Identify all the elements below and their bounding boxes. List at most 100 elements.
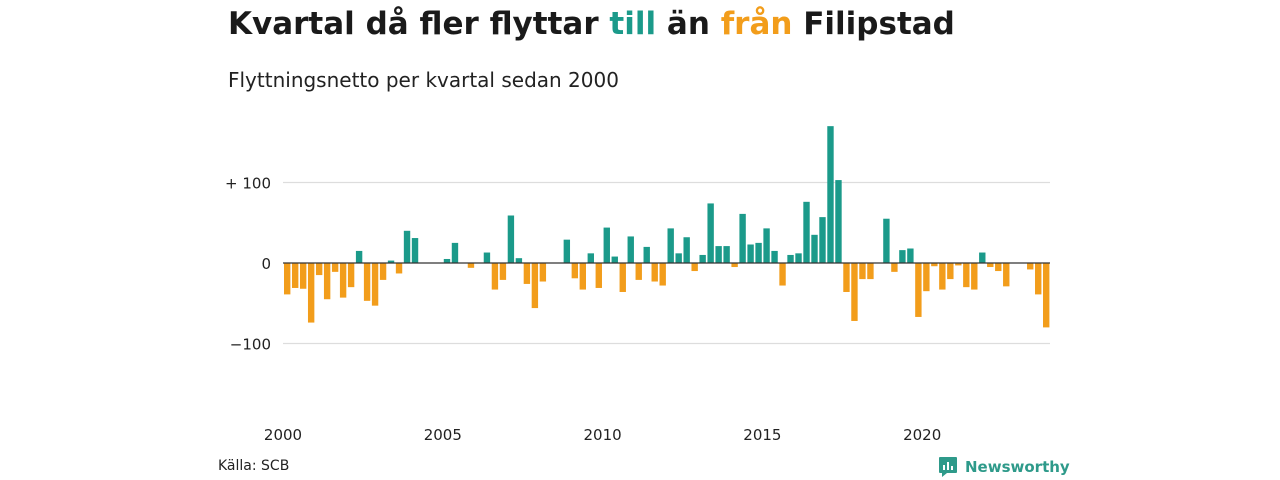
bar <box>603 227 610 263</box>
bar <box>795 253 802 263</box>
bar <box>339 263 347 298</box>
bar <box>443 258 451 264</box>
newsworthy-logo[interactable]: Newsworthy <box>938 456 1070 478</box>
bar <box>827 126 834 264</box>
bar <box>843 263 850 292</box>
bar <box>595 263 602 288</box>
bar <box>763 228 770 263</box>
bar <box>979 252 986 263</box>
bar <box>939 263 946 290</box>
bar <box>715 246 722 263</box>
x-tick-label: 2005 <box>424 426 462 444</box>
title-fran-highlight: från <box>720 6 793 42</box>
bar <box>379 263 387 280</box>
bar <box>747 244 754 264</box>
newsworthy-logo-icon <box>939 457 957 477</box>
bar <box>907 248 914 263</box>
bar <box>627 236 634 264</box>
bar <box>931 263 938 267</box>
x-tick-label: 2020 <box>903 426 941 444</box>
bar <box>667 228 674 263</box>
bar <box>891 263 898 272</box>
bar <box>963 263 970 288</box>
title-part-1: Kvartal då fler flyttar <box>228 6 610 42</box>
bar <box>299 263 307 289</box>
bar <box>1027 263 1034 270</box>
title-part-3: Filipstad <box>792 6 955 42</box>
bar <box>571 263 579 279</box>
bar <box>723 246 730 263</box>
bar <box>683 237 690 263</box>
bar <box>323 263 331 300</box>
y-tick-label: 0 <box>261 255 271 273</box>
bar <box>387 260 395 263</box>
bar <box>955 263 962 266</box>
title-till-highlight: till <box>609 6 657 42</box>
bar <box>883 218 890 263</box>
bar <box>771 250 778 264</box>
bar <box>731 263 738 268</box>
bar <box>611 256 618 263</box>
bar <box>1043 263 1050 328</box>
bar <box>851 263 858 321</box>
bar <box>1003 263 1010 287</box>
y-tick-label: −100 <box>230 336 271 354</box>
bar <box>699 254 706 263</box>
bar <box>995 263 1002 272</box>
bar <box>491 263 499 290</box>
bar <box>507 215 515 263</box>
x-tick-label: 2000 <box>264 426 302 444</box>
bar <box>835 180 842 263</box>
source-note: Källa: SCB <box>218 458 290 474</box>
bar <box>651 263 658 282</box>
bar <box>803 201 810 263</box>
x-axis-ticks: 2000 2005 2010 2015 2020 <box>264 426 941 444</box>
bar <box>643 246 650 263</box>
bar <box>531 263 539 309</box>
bar <box>915 263 922 317</box>
bar <box>619 263 626 292</box>
bar <box>515 258 523 263</box>
bar <box>659 263 666 286</box>
bar <box>779 263 786 286</box>
bar <box>867 263 874 280</box>
bar <box>811 234 818 263</box>
bar <box>971 263 978 290</box>
bar <box>635 263 642 280</box>
bar <box>787 254 794 263</box>
bar <box>739 213 746 263</box>
bar <box>923 263 930 292</box>
bar <box>755 242 762 264</box>
x-tick-label: 2015 <box>743 426 781 444</box>
bar <box>451 242 459 264</box>
y-axis-ticks: + 100 0 −100 <box>225 175 271 354</box>
bar <box>691 263 698 272</box>
chart-title: Kvartal då fler flyttar till än från Fil… <box>228 6 955 42</box>
bar <box>363 263 371 301</box>
x-tick-label: 2010 <box>584 426 622 444</box>
bar <box>315 263 323 276</box>
bar <box>355 250 363 264</box>
title-part-2: än <box>656 6 721 42</box>
bar <box>307 263 315 323</box>
bar <box>483 252 491 263</box>
bar <box>403 230 411 263</box>
bar <box>675 253 682 263</box>
bar <box>284 263 291 295</box>
gridlines <box>283 181 1050 345</box>
bar-chart: + 100 0 −100 2000 2005 2010 2015 2020 <box>225 126 1050 444</box>
bar <box>819 217 826 264</box>
logo-text: Newsworthy <box>965 458 1070 476</box>
bar <box>859 263 866 280</box>
bar <box>539 263 547 282</box>
bar <box>947 263 954 280</box>
y-tick-label: + 100 <box>225 175 271 193</box>
bar <box>707 203 714 263</box>
bars <box>284 126 1050 328</box>
bar <box>411 238 419 263</box>
bar <box>499 263 507 280</box>
bar <box>987 263 994 268</box>
chart-subtitle: Flyttningsnetto per kvartal sedan 2000 <box>228 68 619 92</box>
bar <box>467 263 475 268</box>
bar <box>899 250 906 263</box>
